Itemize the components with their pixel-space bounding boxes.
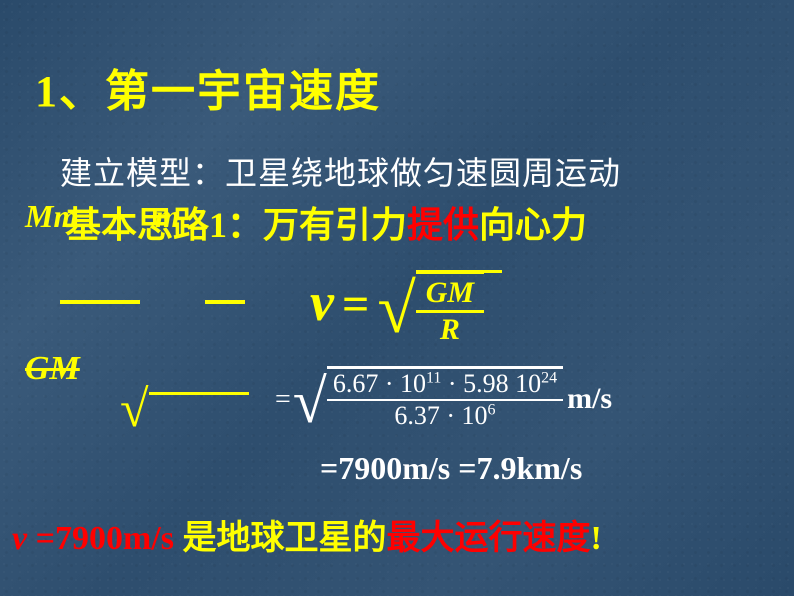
dash-1	[60, 300, 140, 304]
eq2-fraction: 6.67 · 1011 · 5.98 1024 6.37 · 106	[327, 366, 563, 431]
bottom-line: v =7900m/s 是地球卫星的最大运行速度!	[12, 510, 602, 559]
equation-vgmr: v=√ GM R	[310, 270, 484, 350]
equation-numeric: =√ 6.67 · 1011 · 5.98 1024 6.37 · 106 m/…	[275, 370, 612, 435]
slide: 1、第一宇宙速度 建立模型：卫星绕地球做匀速圆周运动 基本思路1：万有引力提供向…	[0, 0, 794, 596]
slide-title: 1、第一宇宙速度	[35, 55, 381, 119]
scribble-m: m	[155, 198, 180, 235]
eq1-v: v	[310, 272, 334, 332]
basic-c: 向心力	[479, 205, 587, 245]
eq2-eq: =	[275, 384, 291, 415]
bottom-y1: 是地球卫星的	[182, 520, 386, 557]
eq2-num: 6.67 · 1011 · 5.98 1024	[327, 369, 563, 401]
bottom-v: v	[12, 520, 36, 557]
eq2-unit: m/s	[567, 382, 612, 415]
eq1-fraction: GM R	[416, 270, 484, 347]
basic-b: 提供	[407, 205, 479, 245]
bottom-r2: 最大运行速度	[386, 520, 590, 557]
equation-result: =7900m/s =7.9km/s	[320, 450, 582, 487]
eq1-radical-icon: √	[377, 271, 415, 348]
dash-2	[205, 300, 245, 304]
eq1-num: GM	[416, 276, 484, 313]
basic-a: 万有引力	[263, 205, 407, 245]
scribble-gm: GM	[25, 350, 80, 388]
model-line: 建立模型：卫星绕地球做匀速圆周运动	[60, 148, 621, 194]
bottom-val: =7900m/s	[36, 520, 183, 557]
eq2-radical-icon: √	[293, 377, 327, 427]
basic-approach: 基本思路1：万有引力提供向心力	[65, 196, 587, 248]
bottom-excl: !	[590, 520, 601, 557]
scribble-sqrt: √	[120, 380, 249, 439]
eq1-eq: =	[342, 278, 369, 331]
scribble-mm: Mm	[25, 198, 78, 235]
eq1-den: R	[416, 313, 484, 347]
eq2-den: 6.37 · 106	[327, 401, 563, 431]
